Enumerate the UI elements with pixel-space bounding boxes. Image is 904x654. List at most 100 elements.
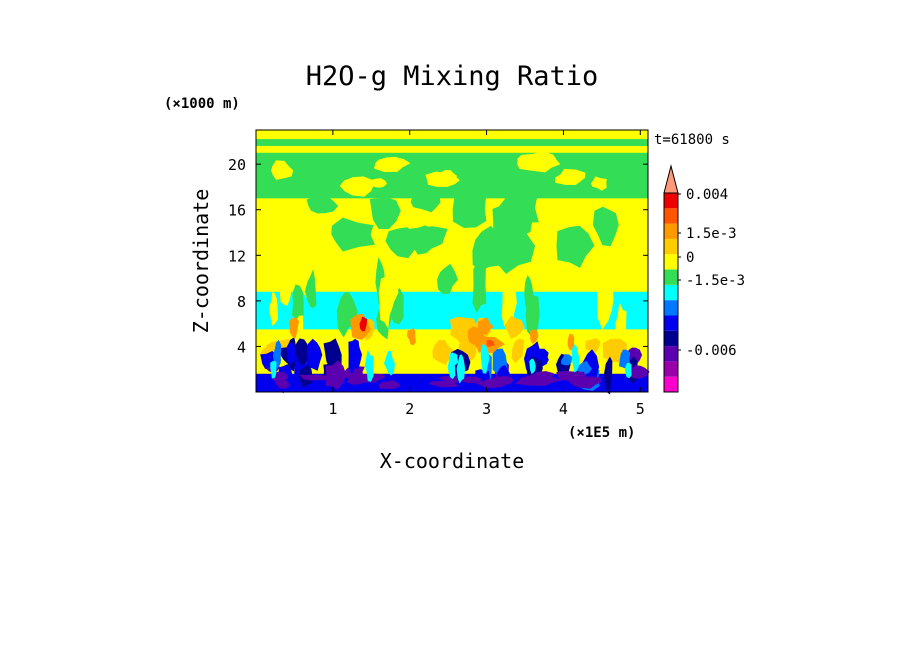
field-region (615, 301, 627, 343)
field-region (561, 354, 572, 366)
field-region (567, 333, 575, 351)
colorbar: 0.004 1.5e-3 0 -1.5e-3 -0.006 (663, 164, 745, 393)
colorbar-band (664, 223, 678, 239)
x-tick-label: 5 (636, 400, 645, 418)
field-region (374, 156, 411, 172)
field-region (369, 197, 401, 229)
colorbar-band (664, 284, 678, 301)
colorbar-band (664, 254, 678, 270)
field-region (504, 315, 525, 339)
y-axis-label: Z-coordinate (189, 189, 213, 334)
field-region (501, 277, 512, 327)
field-region (629, 365, 650, 379)
field-region (367, 178, 388, 188)
field-region (511, 338, 525, 364)
colorbar-band (664, 193, 678, 209)
plot-frame (255, 129, 649, 393)
field-region (492, 204, 533, 238)
field-region (294, 338, 308, 365)
field-layers (256, 139, 650, 395)
field-region (571, 344, 580, 373)
colorbar-label: 0 (686, 250, 694, 266)
field-region (385, 227, 415, 259)
field-layer (256, 139, 648, 146)
field-region (459, 376, 482, 384)
colorbar-band (664, 315, 678, 331)
field-region (475, 379, 505, 389)
field-region (438, 170, 457, 181)
colorbar-label: -1.5e-3 (686, 273, 745, 289)
colorbar-frame (663, 192, 679, 393)
field-region (305, 338, 323, 371)
field-region (456, 354, 466, 384)
x-axis-label: X-coordinate (380, 449, 525, 473)
field-region (477, 317, 494, 335)
field-region (365, 349, 374, 382)
time-label: t=61800 s (654, 132, 730, 148)
colorbar-band (664, 269, 678, 285)
field-region (437, 263, 459, 295)
field-region (350, 340, 362, 370)
field-region (378, 380, 401, 389)
field-region (306, 195, 339, 214)
y-tick-label: 16 (228, 202, 246, 220)
field-region (292, 284, 304, 321)
y-tick-label: 12 (228, 247, 246, 265)
field-region (556, 225, 595, 268)
colorbar-band (663, 164, 679, 194)
colorbar-band (664, 361, 678, 377)
field-region (304, 269, 317, 309)
field-region (408, 225, 436, 255)
field-region (529, 358, 536, 374)
field-region (323, 338, 342, 369)
field-region (283, 367, 294, 385)
colorbar-band (664, 346, 678, 362)
field-region (359, 316, 368, 332)
field-region (472, 255, 487, 313)
x-tick-label: 3 (482, 400, 491, 418)
field-region (447, 352, 456, 379)
plot-area (255, 129, 650, 395)
field-region (384, 350, 395, 376)
field-region (604, 356, 613, 395)
field-region (555, 168, 586, 185)
field-region (592, 206, 619, 247)
field-region (525, 291, 540, 337)
field-region (298, 374, 335, 381)
field-region (407, 328, 416, 346)
field-region (286, 342, 298, 367)
colorbar-band (664, 208, 678, 224)
chart-title: H2O-g Mixing Ratio (306, 61, 599, 92)
field-region (270, 360, 277, 379)
y-tick-label: 4 (237, 338, 246, 356)
field-region (624, 362, 632, 379)
field-region (514, 375, 564, 386)
colorbar-band (664, 300, 678, 316)
colorbar-band (664, 330, 678, 347)
field-region (339, 176, 374, 197)
colorbar-band (664, 238, 678, 255)
y-tick-label: 20 (228, 156, 246, 174)
field-region (450, 316, 478, 340)
colorbar-label: -0.006 (686, 343, 737, 359)
colorbar-label: 1.5e-3 (686, 226, 737, 242)
field-region (268, 291, 278, 326)
field-region (568, 376, 602, 389)
field-region (325, 360, 347, 390)
field-region (410, 191, 441, 213)
x-tick-label: 2 (405, 400, 414, 418)
field-region (379, 284, 393, 329)
field-region (271, 160, 294, 180)
field-region (598, 260, 611, 298)
field-region (585, 338, 601, 353)
x-tick-label: 4 (559, 400, 568, 418)
y-unit-label: (×1000 m) (164, 96, 240, 112)
field-region (484, 339, 495, 348)
field-region (530, 329, 539, 344)
field-region (331, 217, 375, 252)
field-region (517, 157, 561, 173)
field-region (590, 176, 607, 191)
field-region (279, 263, 293, 306)
colorbar-label: 0.004 (686, 187, 728, 203)
